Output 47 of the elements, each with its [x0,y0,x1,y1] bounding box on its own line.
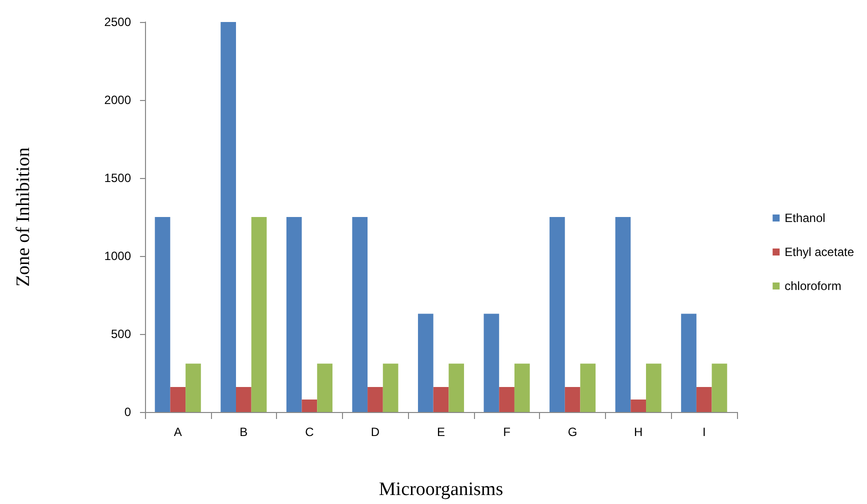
bar [564,387,580,412]
x-tick-label: G [568,425,578,439]
bar [550,217,565,412]
bar [186,364,201,412]
x-tick-label: H [634,425,643,439]
x-tick-label: D [370,425,380,439]
bar [220,22,236,412]
y-tick-label: 2500 [104,15,132,29]
bar [352,217,368,412]
bar [712,364,728,412]
bar [368,387,383,412]
bar [448,364,464,412]
x-tick-label: A [174,425,182,439]
legend-label: chloroform [784,279,842,293]
y-tick-label: 2000 [104,93,132,107]
bar [170,387,186,412]
legend-label: Ethyl acetate [784,245,854,259]
y-tick-label: 1500 [104,171,132,185]
x-tick-label: B [240,425,248,439]
x-tick-label: I [702,425,706,439]
bar [696,387,712,412]
bar [236,387,252,412]
y-axis-title: Zone of Inhibition [13,146,34,287]
legend-label: Ethanol [784,211,826,225]
bar [484,314,500,412]
bar [286,217,302,412]
x-tick-label: F [503,425,510,439]
bar [317,364,332,412]
bar [418,314,434,412]
bar [681,314,696,412]
y-tick-label: 500 [110,327,132,341]
x-tick-label: E [436,425,446,439]
bar [615,217,631,412]
y-tick-label: 0 [124,405,132,419]
bar [646,364,662,412]
x-axis-title: Microorganisms [378,479,504,500]
y-tick-label: 1000 [104,249,132,263]
bar [154,217,170,412]
bar [382,364,398,412]
x-tick-label: C [305,425,314,439]
bar [251,217,267,412]
bar [514,364,530,412]
bar [499,387,514,412]
bar [630,400,646,412]
bar [433,387,449,412]
bar [580,364,596,412]
bar [302,400,318,412]
